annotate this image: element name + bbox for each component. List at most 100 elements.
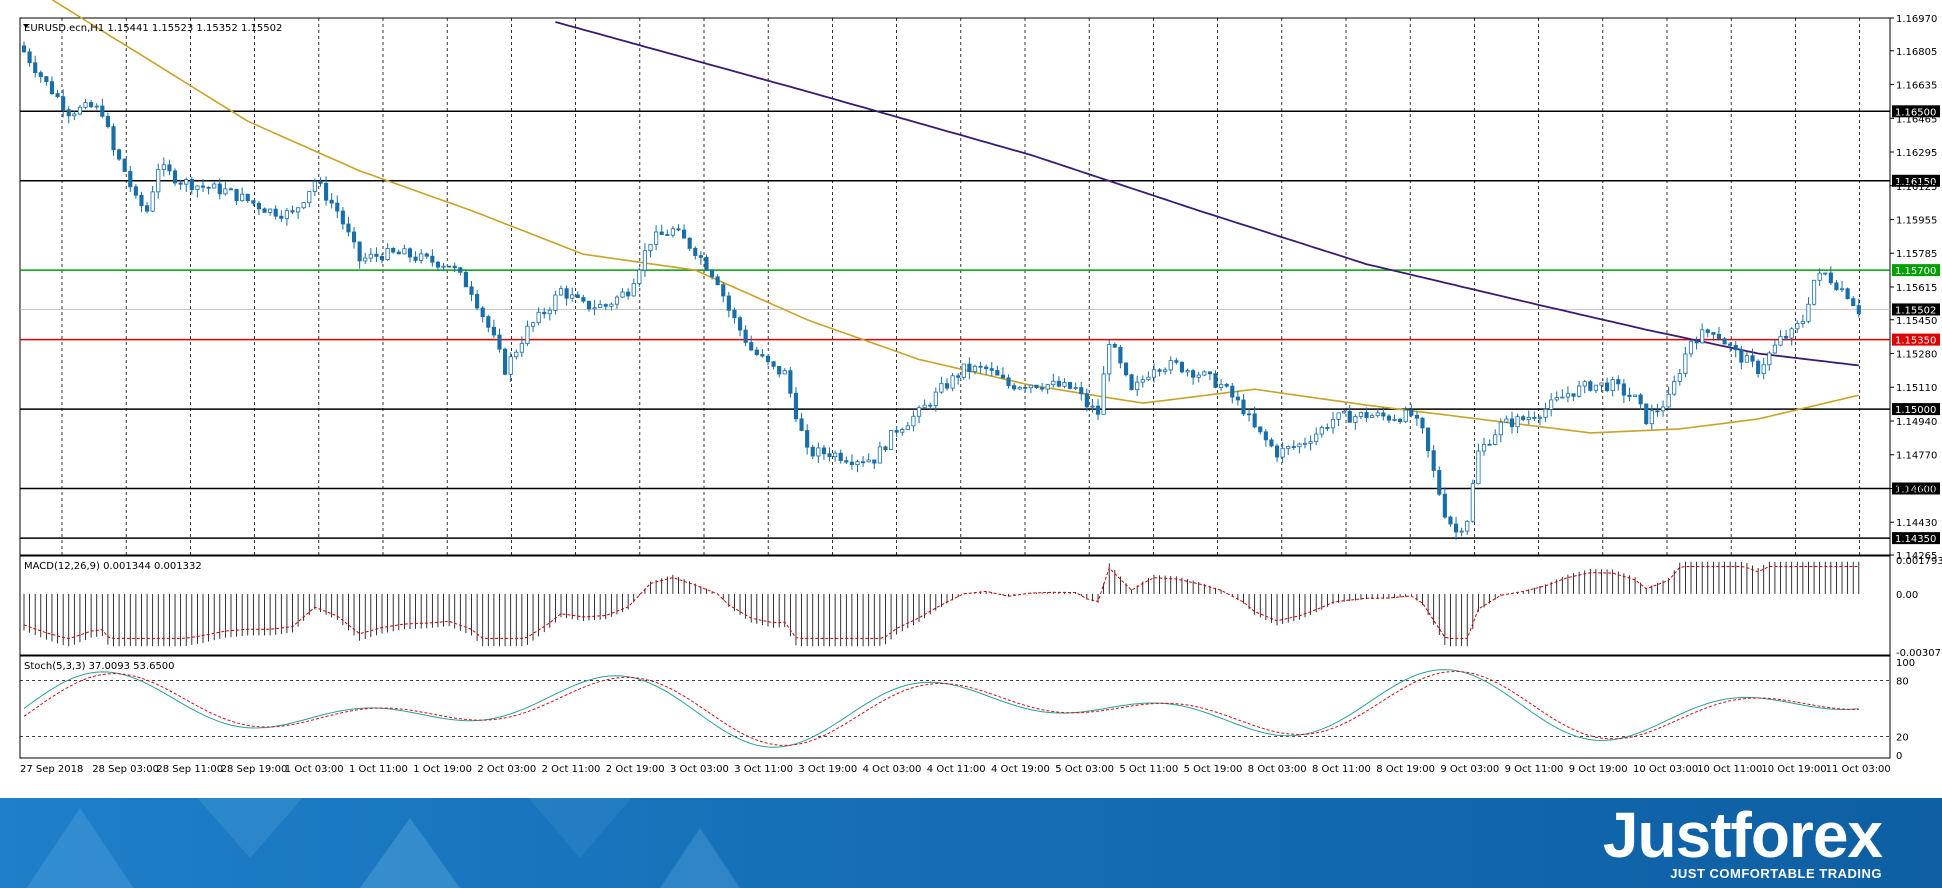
candle-body bbox=[195, 185, 200, 191]
candle-body bbox=[1135, 381, 1140, 391]
candle-body bbox=[475, 294, 480, 309]
candle-body bbox=[385, 247, 390, 260]
candle-body bbox=[1151, 369, 1157, 378]
time-label: 4 Oct 03:00 bbox=[863, 764, 922, 775]
candle-body bbox=[564, 288, 569, 299]
time-label: 3 Oct 11:00 bbox=[734, 764, 793, 775]
candle-body bbox=[27, 51, 32, 64]
candle-body bbox=[575, 294, 580, 298]
level-price-label: 1.14600 bbox=[1895, 484, 1936, 495]
price-tick-label: 1.16635 bbox=[1896, 81, 1937, 92]
dropdown-arrow-icon[interactable] bbox=[23, 24, 29, 28]
price-tick-label: 1.15450 bbox=[1896, 316, 1937, 327]
candle-body bbox=[1426, 427, 1431, 452]
price-tick-label: 1.14770 bbox=[1896, 451, 1937, 462]
candle-body bbox=[514, 351, 519, 358]
candle-body bbox=[905, 425, 910, 430]
candle-body bbox=[1638, 394, 1643, 405]
candle-body bbox=[916, 407, 922, 417]
candle-body bbox=[503, 348, 508, 375]
candle-body bbox=[1672, 380, 1677, 395]
candle-body bbox=[995, 369, 1000, 376]
candle-body bbox=[1269, 439, 1274, 447]
candle-body bbox=[396, 251, 401, 255]
level-price-label: 1.15000 bbox=[1895, 405, 1936, 416]
candle-body bbox=[268, 208, 273, 213]
candle-body bbox=[1045, 384, 1050, 390]
candle-body bbox=[989, 368, 994, 371]
candle-body bbox=[139, 194, 144, 207]
candle-body bbox=[782, 370, 787, 375]
candle-body bbox=[312, 181, 317, 192]
candle-body bbox=[156, 169, 161, 193]
candle-body bbox=[709, 269, 715, 278]
candle-body bbox=[849, 461, 854, 466]
candle-body bbox=[883, 446, 888, 450]
candle-body bbox=[1196, 374, 1201, 378]
candle-body bbox=[1235, 396, 1240, 401]
candle-body bbox=[72, 113, 77, 117]
time-label: 9 Oct 03:00 bbox=[1440, 764, 1499, 775]
candle-body bbox=[1392, 419, 1397, 421]
candle-body bbox=[1375, 412, 1380, 417]
time-label: 10 Oct 03:00 bbox=[1633, 764, 1698, 775]
candle-body bbox=[1319, 427, 1324, 435]
price-tick-label: 1.14600 bbox=[1896, 484, 1937, 495]
candle-body bbox=[1129, 374, 1134, 391]
candle-body bbox=[581, 297, 586, 302]
ma-fast-line bbox=[51, 0, 1859, 434]
candle-body bbox=[1806, 303, 1811, 322]
candle-body bbox=[1851, 298, 1856, 306]
candle-body bbox=[66, 109, 71, 117]
candle-body bbox=[1330, 418, 1336, 429]
price-axis: 1.16970 1.16805 1.16635 1.16465 1.16295 1.161… bbox=[1890, 14, 1937, 562]
candle-body bbox=[1056, 380, 1061, 387]
candle-body bbox=[44, 76, 49, 83]
candle-body bbox=[240, 193, 245, 202]
candle-body bbox=[1336, 412, 1341, 420]
macd-axis: 0.001793 0.00 -0.00307 bbox=[1896, 556, 1942, 659]
candle-body bbox=[553, 294, 558, 311]
price-tick-label: 1.16465 bbox=[1896, 114, 1937, 125]
candle-body bbox=[1185, 370, 1190, 373]
candle-body bbox=[1280, 447, 1285, 458]
level-price-box bbox=[1892, 482, 1940, 495]
candle-body bbox=[816, 447, 821, 457]
candle-body bbox=[542, 311, 547, 315]
price-tick-label: 1.16970 bbox=[1896, 14, 1937, 25]
candle-body bbox=[1543, 408, 1548, 418]
candle-body bbox=[1627, 394, 1632, 397]
candle-body bbox=[603, 304, 608, 307]
candle-body bbox=[200, 185, 206, 188]
candle-body bbox=[950, 375, 955, 389]
candle-body bbox=[122, 158, 127, 172]
candle-body bbox=[536, 311, 541, 324]
price-tick-label: 1.14430 bbox=[1896, 518, 1937, 529]
candle-body bbox=[1012, 385, 1017, 390]
level-price-label: 1.15350 bbox=[1895, 336, 1936, 347]
candle-body bbox=[1174, 360, 1179, 363]
candle-body bbox=[1213, 373, 1218, 388]
candle-body bbox=[1040, 387, 1045, 390]
time-label: 4 Oct 11:00 bbox=[927, 764, 986, 775]
candle-body bbox=[855, 461, 860, 466]
candle-body bbox=[1101, 373, 1106, 415]
candle-body bbox=[1761, 364, 1766, 375]
time-label: 9 Oct 11:00 bbox=[1505, 764, 1564, 775]
candle-body bbox=[972, 365, 978, 372]
candle-body bbox=[715, 276, 720, 286]
candle-body bbox=[217, 183, 222, 195]
candle-body bbox=[1728, 343, 1733, 346]
candle-body bbox=[967, 363, 972, 372]
candle-body bbox=[1297, 443, 1302, 448]
candle-body bbox=[346, 223, 351, 233]
candle-body bbox=[117, 149, 122, 160]
candle-body bbox=[1509, 418, 1515, 428]
candle-body bbox=[1593, 384, 1598, 391]
candle-body bbox=[1286, 446, 1291, 449]
candle-body bbox=[77, 106, 83, 115]
price-tick-label: 1.15785 bbox=[1896, 249, 1937, 260]
stoch-pane-frame bbox=[19, 655, 1891, 759]
candle-body bbox=[55, 93, 60, 98]
candle-body bbox=[497, 334, 502, 350]
